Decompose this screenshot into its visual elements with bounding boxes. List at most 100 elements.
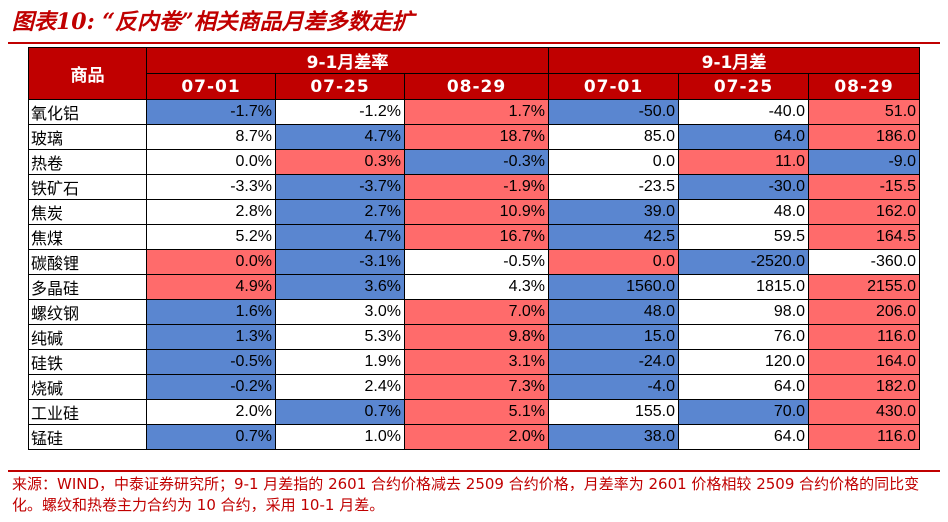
product-name: 玻璃 bbox=[28, 124, 147, 150]
table-row: 碳酸锂 0.0% -3.1% -0.5% 0.0 -2520.0 -360.0 bbox=[28, 249, 921, 275]
spread-rate-cell: -0.3% bbox=[403, 149, 550, 175]
spread-value-cell: 182.0 bbox=[808, 374, 921, 400]
header-group-rate: 9-1月差率 bbox=[145, 47, 550, 74]
table-row: 锰硅 0.7% 1.0% 2.0% 38.0 64.0 116.0 bbox=[28, 424, 921, 450]
spread-value-cell: 11.0 bbox=[678, 149, 810, 175]
spread-rate-cell: 4.7% bbox=[275, 224, 405, 250]
spread-value-cell: 39.0 bbox=[548, 199, 680, 225]
spread-rate-cell: 4.3% bbox=[403, 274, 550, 300]
product-name: 焦煤 bbox=[28, 224, 147, 250]
spread-value-cell: 70.0 bbox=[678, 399, 810, 425]
spread-rate-cell: 3.0% bbox=[275, 299, 405, 325]
table-row: 玻璃 8.7% 4.7% 18.7% 85.0 64.0 186.0 bbox=[28, 124, 921, 150]
table-row: 热卷 0.0% 0.3% -0.3% 0.0 11.0 -9.0 bbox=[28, 149, 921, 175]
spread-value-cell: 186.0 bbox=[808, 124, 921, 150]
spread-rate-cell: 10.9% bbox=[403, 199, 550, 225]
spread-value-cell: 0.0 bbox=[548, 249, 680, 275]
product-name: 铁矿石 bbox=[28, 174, 147, 200]
source-note: 来源：WIND，中泰证券研究所；9-1 月差指的 2601 合约价格减去 250… bbox=[12, 475, 920, 514]
spread-rate-cell: 0.0% bbox=[146, 149, 276, 175]
spread-rate-cell: 7.0% bbox=[403, 299, 550, 325]
page-title: 图表10: “反内卷”相关商品月差多数走扩 bbox=[12, 9, 414, 35]
spread-rate-cell: 18.7% bbox=[403, 124, 550, 150]
product-name: 纯碱 bbox=[28, 324, 147, 350]
spread-value-cell: 164.5 bbox=[808, 224, 921, 250]
product-name: 焦炭 bbox=[28, 199, 147, 225]
spread-rate-cell: 0.0% bbox=[146, 249, 276, 275]
spread-value-cell: -9.0 bbox=[808, 149, 921, 175]
spread-value-cell: 1815.0 bbox=[678, 274, 810, 300]
spread-value-cell: 116.0 bbox=[808, 324, 921, 350]
product-name: 多晶硅 bbox=[28, 274, 147, 300]
table-row: 焦煤 5.2% 4.7% 16.7% 42.5 59.5 164.5 bbox=[28, 224, 921, 250]
spread-value-cell: 155.0 bbox=[548, 399, 680, 425]
table-row: 烧碱 -0.2% 2.4% 7.3% -4.0 64.0 182.0 bbox=[28, 374, 921, 400]
header-product: 商品 bbox=[28, 47, 147, 100]
spread-value-cell: 64.0 bbox=[678, 124, 810, 150]
table-row: 氧化铝 -1.7% -1.2% 1.7% -50.0 -40.0 51.0 bbox=[28, 99, 921, 125]
spread-value-cell: 120.0 bbox=[678, 349, 810, 375]
spread-rate-cell: -0.5% bbox=[403, 249, 550, 275]
table-row: 螺纹钢 1.6% 3.0% 7.0% 48.0 98.0 206.0 bbox=[28, 299, 921, 325]
spread-rate-cell: 5.1% bbox=[403, 399, 550, 425]
spread-value-cell: 64.0 bbox=[678, 374, 810, 400]
spread-rate-cell: -0.2% bbox=[146, 374, 276, 400]
spread-rate-cell: 7.3% bbox=[403, 374, 550, 400]
spread-value-cell: 164.0 bbox=[808, 349, 921, 375]
spread-value-cell: 98.0 bbox=[678, 299, 810, 325]
spread-rate-cell: 9.8% bbox=[403, 324, 550, 350]
spread-rate-cell: 2.0% bbox=[403, 424, 550, 450]
spread-value-cell: 48.0 bbox=[678, 199, 810, 225]
spread-rate-cell: 1.6% bbox=[146, 299, 276, 325]
spread-value-cell: 206.0 bbox=[808, 299, 921, 325]
spread-value-cell: -50.0 bbox=[548, 99, 680, 125]
spread-rate-cell: 2.7% bbox=[275, 199, 405, 225]
spread-rate-cell: 1.7% bbox=[403, 99, 550, 125]
product-name: 烧碱 bbox=[28, 374, 147, 400]
spread-rate-cell: -3.1% bbox=[275, 249, 405, 275]
spread-value-cell: -360.0 bbox=[808, 249, 921, 275]
spread-value-cell: 1560.0 bbox=[548, 274, 680, 300]
spread-value-cell: -40.0 bbox=[678, 99, 810, 125]
spread-rate-cell: 2.4% bbox=[275, 374, 405, 400]
spread-value-cell: -23.5 bbox=[548, 174, 680, 200]
spread-rate-cell: 4.9% bbox=[146, 274, 276, 300]
spread-rate-cell: 1.9% bbox=[275, 349, 405, 375]
title-divider bbox=[8, 42, 940, 44]
spread-value-cell: 59.5 bbox=[678, 224, 810, 250]
spread-rate-cell: 0.7% bbox=[275, 399, 405, 425]
header-date: 08-29 bbox=[808, 73, 921, 100]
spread-value-cell: 48.0 bbox=[548, 299, 680, 325]
spread-rate-cell: 5.2% bbox=[146, 224, 276, 250]
header-date: 07-25 bbox=[275, 73, 405, 100]
table-body: 氧化铝 -1.7% -1.2% 1.7% -50.0 -40.0 51.0 玻璃 8.7% 4.7… bbox=[28, 99, 921, 450]
spread-rate-cell: -1.9% bbox=[403, 174, 550, 200]
header-group-diff: 9-1月差 bbox=[548, 47, 921, 74]
spread-value-cell: -30.0 bbox=[678, 174, 810, 200]
spread-rate-cell: -0.5% bbox=[146, 349, 276, 375]
spread-rate-cell: 1.3% bbox=[146, 324, 276, 350]
product-name: 碳酸锂 bbox=[28, 249, 147, 275]
spread-value-cell: -4.0 bbox=[548, 374, 680, 400]
spread-rate-cell: 5.3% bbox=[275, 324, 405, 350]
spread-rate-cell: -3.7% bbox=[275, 174, 405, 200]
spread-rate-cell: 2.0% bbox=[146, 399, 276, 425]
spread-value-cell: 76.0 bbox=[678, 324, 810, 350]
table-row: 多晶硅 4.9% 3.6% 4.3% 1560.0 1815.0 2155.0 bbox=[28, 274, 921, 300]
spread-value-cell: 116.0 bbox=[808, 424, 921, 450]
spread-rate-cell: 16.7% bbox=[403, 224, 550, 250]
spread-value-cell: 0.0 bbox=[548, 149, 680, 175]
spread-rate-cell: 0.7% bbox=[146, 424, 276, 450]
header-date: 08-29 bbox=[403, 73, 550, 100]
spread-value-cell: 2155.0 bbox=[808, 274, 921, 300]
spread-value-cell: -15.5 bbox=[808, 174, 921, 200]
spread-value-cell: 85.0 bbox=[548, 124, 680, 150]
spread-rate-cell: 0.3% bbox=[275, 149, 405, 175]
product-name: 硅铁 bbox=[28, 349, 147, 375]
spread-rate-cell: 1.0% bbox=[275, 424, 405, 450]
spread-rate-cell: -1.2% bbox=[275, 99, 405, 125]
table-row: 纯碱 1.3% 5.3% 9.8% 15.0 76.0 116.0 bbox=[28, 324, 921, 350]
header-date: 07-01 bbox=[146, 73, 276, 100]
table-row: 硅铁 -0.5% 1.9% 3.1% -24.0 120.0 164.0 bbox=[28, 349, 921, 375]
product-name: 热卷 bbox=[28, 149, 147, 175]
